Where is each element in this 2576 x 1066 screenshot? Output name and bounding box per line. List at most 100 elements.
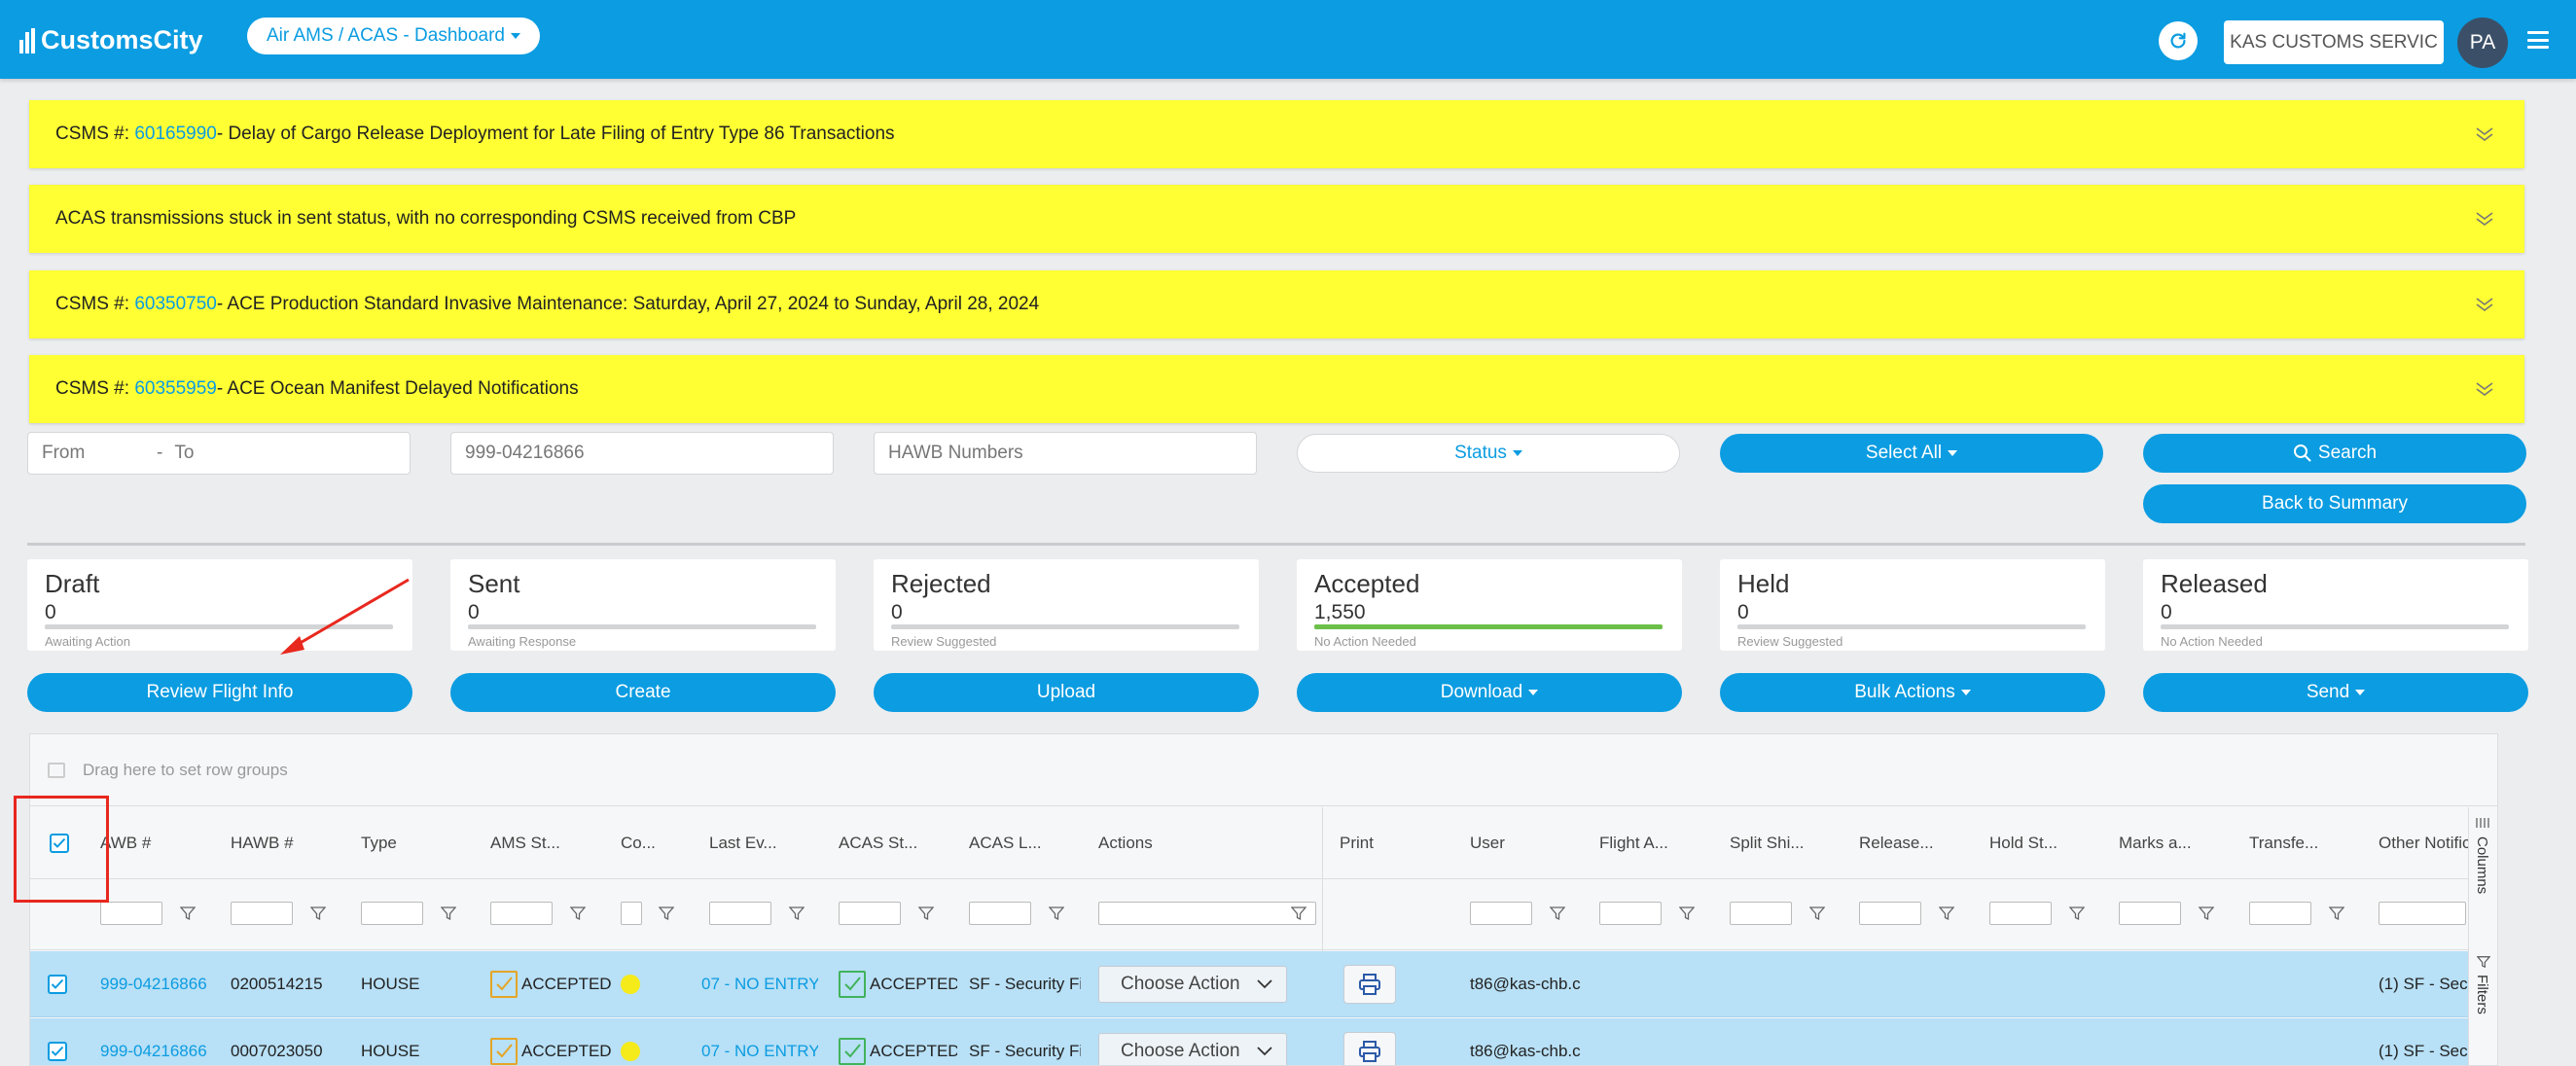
status-card-draft[interactable]: Draft 0 Awaiting Action bbox=[27, 559, 412, 651]
print-button[interactable] bbox=[1343, 1032, 1396, 1065]
filter-icon[interactable] bbox=[1809, 906, 1825, 921]
filter-icon[interactable] bbox=[1291, 906, 1306, 921]
column-header-release[interactable]: Release... bbox=[1859, 834, 1934, 852]
column-header-user[interactable]: User bbox=[1470, 834, 1505, 852]
column-header-flight-a[interactable]: Flight A... bbox=[1599, 834, 1668, 852]
user-avatar[interactable]: PA bbox=[2457, 18, 2508, 68]
customscity-logo[interactable]: CustomsCity bbox=[19, 25, 203, 55]
filter-icon[interactable] bbox=[2329, 906, 2344, 921]
review-flight-info-button[interactable]: Review Flight Info bbox=[27, 673, 412, 712]
date-range-input[interactable]: From - To bbox=[27, 432, 411, 475]
ams-status-filter-input[interactable] bbox=[490, 902, 553, 925]
status-dropdown[interactable]: Status bbox=[1297, 434, 1680, 473]
last-event-link[interactable]: 07 - NO ENTRY I bbox=[701, 975, 818, 993]
column-header-acas-l[interactable]: ACAS L... bbox=[969, 834, 1042, 852]
select-all-checkbox[interactable] bbox=[50, 834, 69, 853]
column-header-split-shipment[interactable]: Split Shi... bbox=[1730, 834, 1805, 852]
last-event-filter-input[interactable] bbox=[709, 902, 771, 925]
row-checkbox-cell[interactable] bbox=[48, 1018, 67, 1065]
filter-icon[interactable] bbox=[310, 906, 326, 921]
status-card-released[interactable]: Released 0 No Action Needed bbox=[2143, 559, 2528, 651]
column-header-transfer[interactable]: Transfe... bbox=[2249, 834, 2319, 852]
bulk-actions-dropdown[interactable]: Bulk Actions bbox=[1720, 673, 2105, 712]
refresh-button[interactable] bbox=[2159, 21, 2198, 60]
column-header-awb[interactable]: AWB # bbox=[100, 834, 152, 852]
awb-input[interactable]: 999-04216866 bbox=[450, 432, 834, 475]
double-chevron-down-icon[interactable] bbox=[2474, 378, 2495, 400]
acas-l-filter-input[interactable] bbox=[969, 902, 1031, 925]
dashboard-dropdown[interactable]: Air AMS / ACAS - Dashboard bbox=[247, 18, 540, 54]
type-filter-input[interactable] bbox=[361, 902, 423, 925]
user-filter-input[interactable] bbox=[1470, 902, 1532, 925]
columns-panel-tab[interactable]: Columns bbox=[2474, 836, 2490, 895]
column-header-marks[interactable]: Marks a... bbox=[2119, 834, 2192, 852]
filter-icon[interactable] bbox=[1679, 906, 1695, 921]
print-button[interactable] bbox=[1343, 965, 1396, 1004]
filter-icon[interactable] bbox=[2069, 906, 2085, 921]
filter-icon[interactable] bbox=[918, 906, 934, 921]
csms-number-link[interactable]: 60355959 bbox=[134, 378, 217, 399]
column-header-other-notifications[interactable]: Other Notificatio bbox=[2379, 834, 2470, 852]
column-header-ams-status[interactable]: AMS St... bbox=[490, 834, 560, 852]
acas-status-filter-input[interactable] bbox=[839, 902, 901, 925]
split-shipment-filter-input[interactable] bbox=[1730, 902, 1792, 925]
filter-icon[interactable] bbox=[789, 906, 805, 921]
search-button[interactable]: Search bbox=[2143, 434, 2526, 473]
last-event-link[interactable]: 07 - NO ENTRY I bbox=[701, 1042, 818, 1060]
select-all-checkbox-cell[interactable] bbox=[30, 807, 89, 879]
company-selector[interactable]: KAS CUSTOMS SERVIC bbox=[2224, 20, 2444, 64]
status-card-rejected[interactable]: Rejected 0 Review Suggested bbox=[874, 559, 1259, 651]
notice-banner-2[interactable]: ACAS transmissions stuck in sent status,… bbox=[29, 185, 2524, 253]
status-card-held[interactable]: Held 0 Review Suggested bbox=[1720, 559, 2105, 651]
column-header-hawb[interactable]: HAWB # bbox=[231, 834, 294, 852]
csms-number-link[interactable]: 60165990 bbox=[134, 124, 217, 144]
filter-icon[interactable] bbox=[1049, 906, 1064, 921]
hold-status-filter-input[interactable] bbox=[1989, 902, 2052, 925]
release-filter-input[interactable] bbox=[1859, 902, 1921, 925]
awb-link[interactable]: 999-04216866 bbox=[100, 975, 207, 993]
filters-panel-tab[interactable]: Filters bbox=[2474, 975, 2490, 1014]
download-dropdown[interactable]: Download bbox=[1297, 673, 1682, 712]
hawb-numbers-input[interactable]: HAWB Numbers bbox=[874, 432, 1257, 475]
filter-icon[interactable] bbox=[441, 906, 456, 921]
filter-icon[interactable] bbox=[570, 906, 586, 921]
row-checkbox-cell[interactable] bbox=[48, 951, 67, 1017]
other-notifications-filter-input[interactable] bbox=[2379, 902, 2466, 925]
csms-number-link[interactable]: 60350750 bbox=[134, 294, 217, 314]
row-checkbox[interactable] bbox=[48, 1042, 67, 1061]
column-header-acas-status[interactable]: ACAS St... bbox=[839, 834, 918, 852]
color-filter-input[interactable] bbox=[621, 902, 642, 925]
filter-icon[interactable] bbox=[1550, 906, 1565, 921]
marks-filter-input[interactable] bbox=[2119, 902, 2181, 925]
column-header-last-event[interactable]: Last Ev... bbox=[709, 834, 777, 852]
actions-filter-input[interactable] bbox=[1098, 902, 1316, 925]
notice-banner-1[interactable]: CSMS #: 60165990 - Delay of Cargo Releas… bbox=[29, 100, 2524, 168]
awb-link[interactable]: 999-04216866 bbox=[100, 1042, 207, 1060]
hawb-filter-input[interactable] bbox=[231, 902, 293, 925]
choose-action-dropdown[interactable]: Choose Action bbox=[1098, 966, 1287, 1003]
create-button[interactable]: Create bbox=[450, 673, 836, 712]
transfer-filter-input[interactable] bbox=[2249, 902, 2311, 925]
column-header-type[interactable]: Type bbox=[361, 834, 397, 852]
status-card-accepted[interactable]: Accepted 1,550 No Action Needed bbox=[1297, 559, 1682, 651]
notice-banner-3[interactable]: CSMS #: 60350750 - ACE Production Standa… bbox=[29, 270, 2524, 338]
choose-action-dropdown[interactable]: Choose Action bbox=[1098, 1033, 1287, 1065]
hamburger-menu-icon[interactable] bbox=[2527, 29, 2549, 51]
column-header-color[interactable]: Co... bbox=[621, 834, 656, 852]
filter-icon[interactable] bbox=[1939, 906, 1954, 921]
double-chevron-down-icon[interactable] bbox=[2474, 124, 2495, 145]
column-header-hold-status[interactable]: Hold St... bbox=[1989, 834, 2057, 852]
filter-icon[interactable] bbox=[2199, 906, 2214, 921]
row-checkbox[interactable] bbox=[48, 975, 67, 994]
double-chevron-down-icon[interactable] bbox=[2474, 294, 2495, 315]
send-dropdown[interactable]: Send bbox=[2143, 673, 2528, 712]
filter-icon[interactable] bbox=[659, 906, 674, 921]
double-chevron-down-icon[interactable] bbox=[2474, 208, 2495, 230]
select-all-dropdown[interactable]: Select All bbox=[1720, 434, 2103, 473]
column-header-print[interactable]: Print bbox=[1340, 834, 1374, 852]
row-group-drop-zone[interactable]: Drag here to set row groups bbox=[30, 734, 2497, 806]
table-row[interactable]: 999-04216866 0200514215 HOUSE ACCEPTED 0… bbox=[30, 951, 2497, 1017]
notice-banner-4[interactable]: CSMS #: 60355959 - ACE Ocean Manifest De… bbox=[29, 355, 2524, 423]
filter-icon[interactable] bbox=[180, 906, 196, 921]
status-card-sent[interactable]: Sent 0 Awaiting Response bbox=[450, 559, 836, 651]
